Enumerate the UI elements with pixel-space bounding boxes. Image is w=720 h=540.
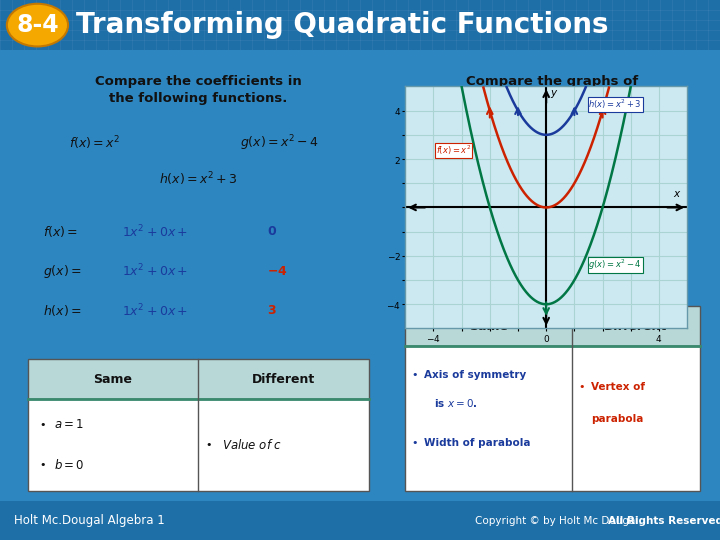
Text: Different: Different xyxy=(252,373,315,386)
Text: $1x^2 + 0x + $: $1x^2 + 0x + $ xyxy=(122,263,189,280)
Text: $h(x) = x^2 + 3$: $h(x) = x^2 + 3$ xyxy=(588,98,642,111)
Text: Vertex of: Vertex of xyxy=(591,382,645,392)
Text: $g(x) = x^2 - 4$: $g(x) = x^2 - 4$ xyxy=(240,134,320,153)
Text: Different: Different xyxy=(604,320,667,333)
Text: $1x^2 + 0x + $: $1x^2 + 0x + $ xyxy=(122,224,189,240)
Text: $g(x) = x^2 - 4$: $g(x) = x^2 - 4$ xyxy=(588,258,642,272)
Text: Same: Same xyxy=(94,373,132,386)
Text: $1x^2 + 0x + $: $1x^2 + 0x + $ xyxy=(122,302,189,319)
Text: $\mathbf{-4}$: $\mathbf{-4}$ xyxy=(267,265,287,278)
Text: $x$: $x$ xyxy=(673,189,682,199)
Text: Same: Same xyxy=(469,320,508,333)
Text: All Rights Reserved.: All Rights Reserved. xyxy=(608,516,720,525)
Text: Width of parabola: Width of parabola xyxy=(425,438,531,448)
Text: •: • xyxy=(412,370,418,380)
Text: $f(x) = $: $f(x) = $ xyxy=(42,224,78,239)
Text: Compare the graphs of
the same functions.: Compare the graphs of the same functions… xyxy=(467,76,639,105)
Ellipse shape xyxy=(6,4,68,46)
Text: $h(x) = $: $h(x) = $ xyxy=(42,303,81,319)
FancyBboxPatch shape xyxy=(405,346,700,491)
FancyBboxPatch shape xyxy=(405,307,700,346)
Text: $y$: $y$ xyxy=(550,88,559,100)
Text: $h(x) = x^2 + 3$: $h(x) = x^2 + 3$ xyxy=(159,170,238,187)
Text: •: • xyxy=(39,420,45,430)
Text: $\mathbf{0}$: $\mathbf{0}$ xyxy=(267,225,277,238)
Text: Compare the coefficients in
the following functions.: Compare the coefficients in the followin… xyxy=(95,76,302,105)
Text: •: • xyxy=(412,438,418,448)
Text: is $x = 0$.: is $x = 0$. xyxy=(434,397,478,409)
Text: parabola: parabola xyxy=(591,414,644,424)
FancyBboxPatch shape xyxy=(28,359,369,399)
Text: Holt Mc.Dougal Algebra 1: Holt Mc.Dougal Algebra 1 xyxy=(14,514,165,527)
Text: •: • xyxy=(206,440,212,450)
Text: 8-4: 8-4 xyxy=(16,13,59,37)
Text: Copyright © by Holt Mc Dougal.: Copyright © by Holt Mc Dougal. xyxy=(475,516,642,525)
Text: $\mathbf{3}$: $\mathbf{3}$ xyxy=(267,305,276,318)
Text: $f(x) = x^2$: $f(x) = x^2$ xyxy=(436,144,472,157)
Text: $b = 0$: $b = 0$ xyxy=(54,458,84,472)
Text: Value of $c$: Value of $c$ xyxy=(222,438,283,452)
Text: $g(x) = $: $g(x) = $ xyxy=(42,263,81,280)
Text: Axis of symmetry: Axis of symmetry xyxy=(425,370,527,380)
Text: •: • xyxy=(578,382,585,392)
Text: $f(x) = x^2$: $f(x) = x^2$ xyxy=(69,135,120,152)
Text: •: • xyxy=(39,461,45,470)
FancyBboxPatch shape xyxy=(28,399,369,491)
Text: $a = 1$: $a = 1$ xyxy=(54,418,84,431)
Text: Transforming Quadratic Functions: Transforming Quadratic Functions xyxy=(76,11,608,39)
